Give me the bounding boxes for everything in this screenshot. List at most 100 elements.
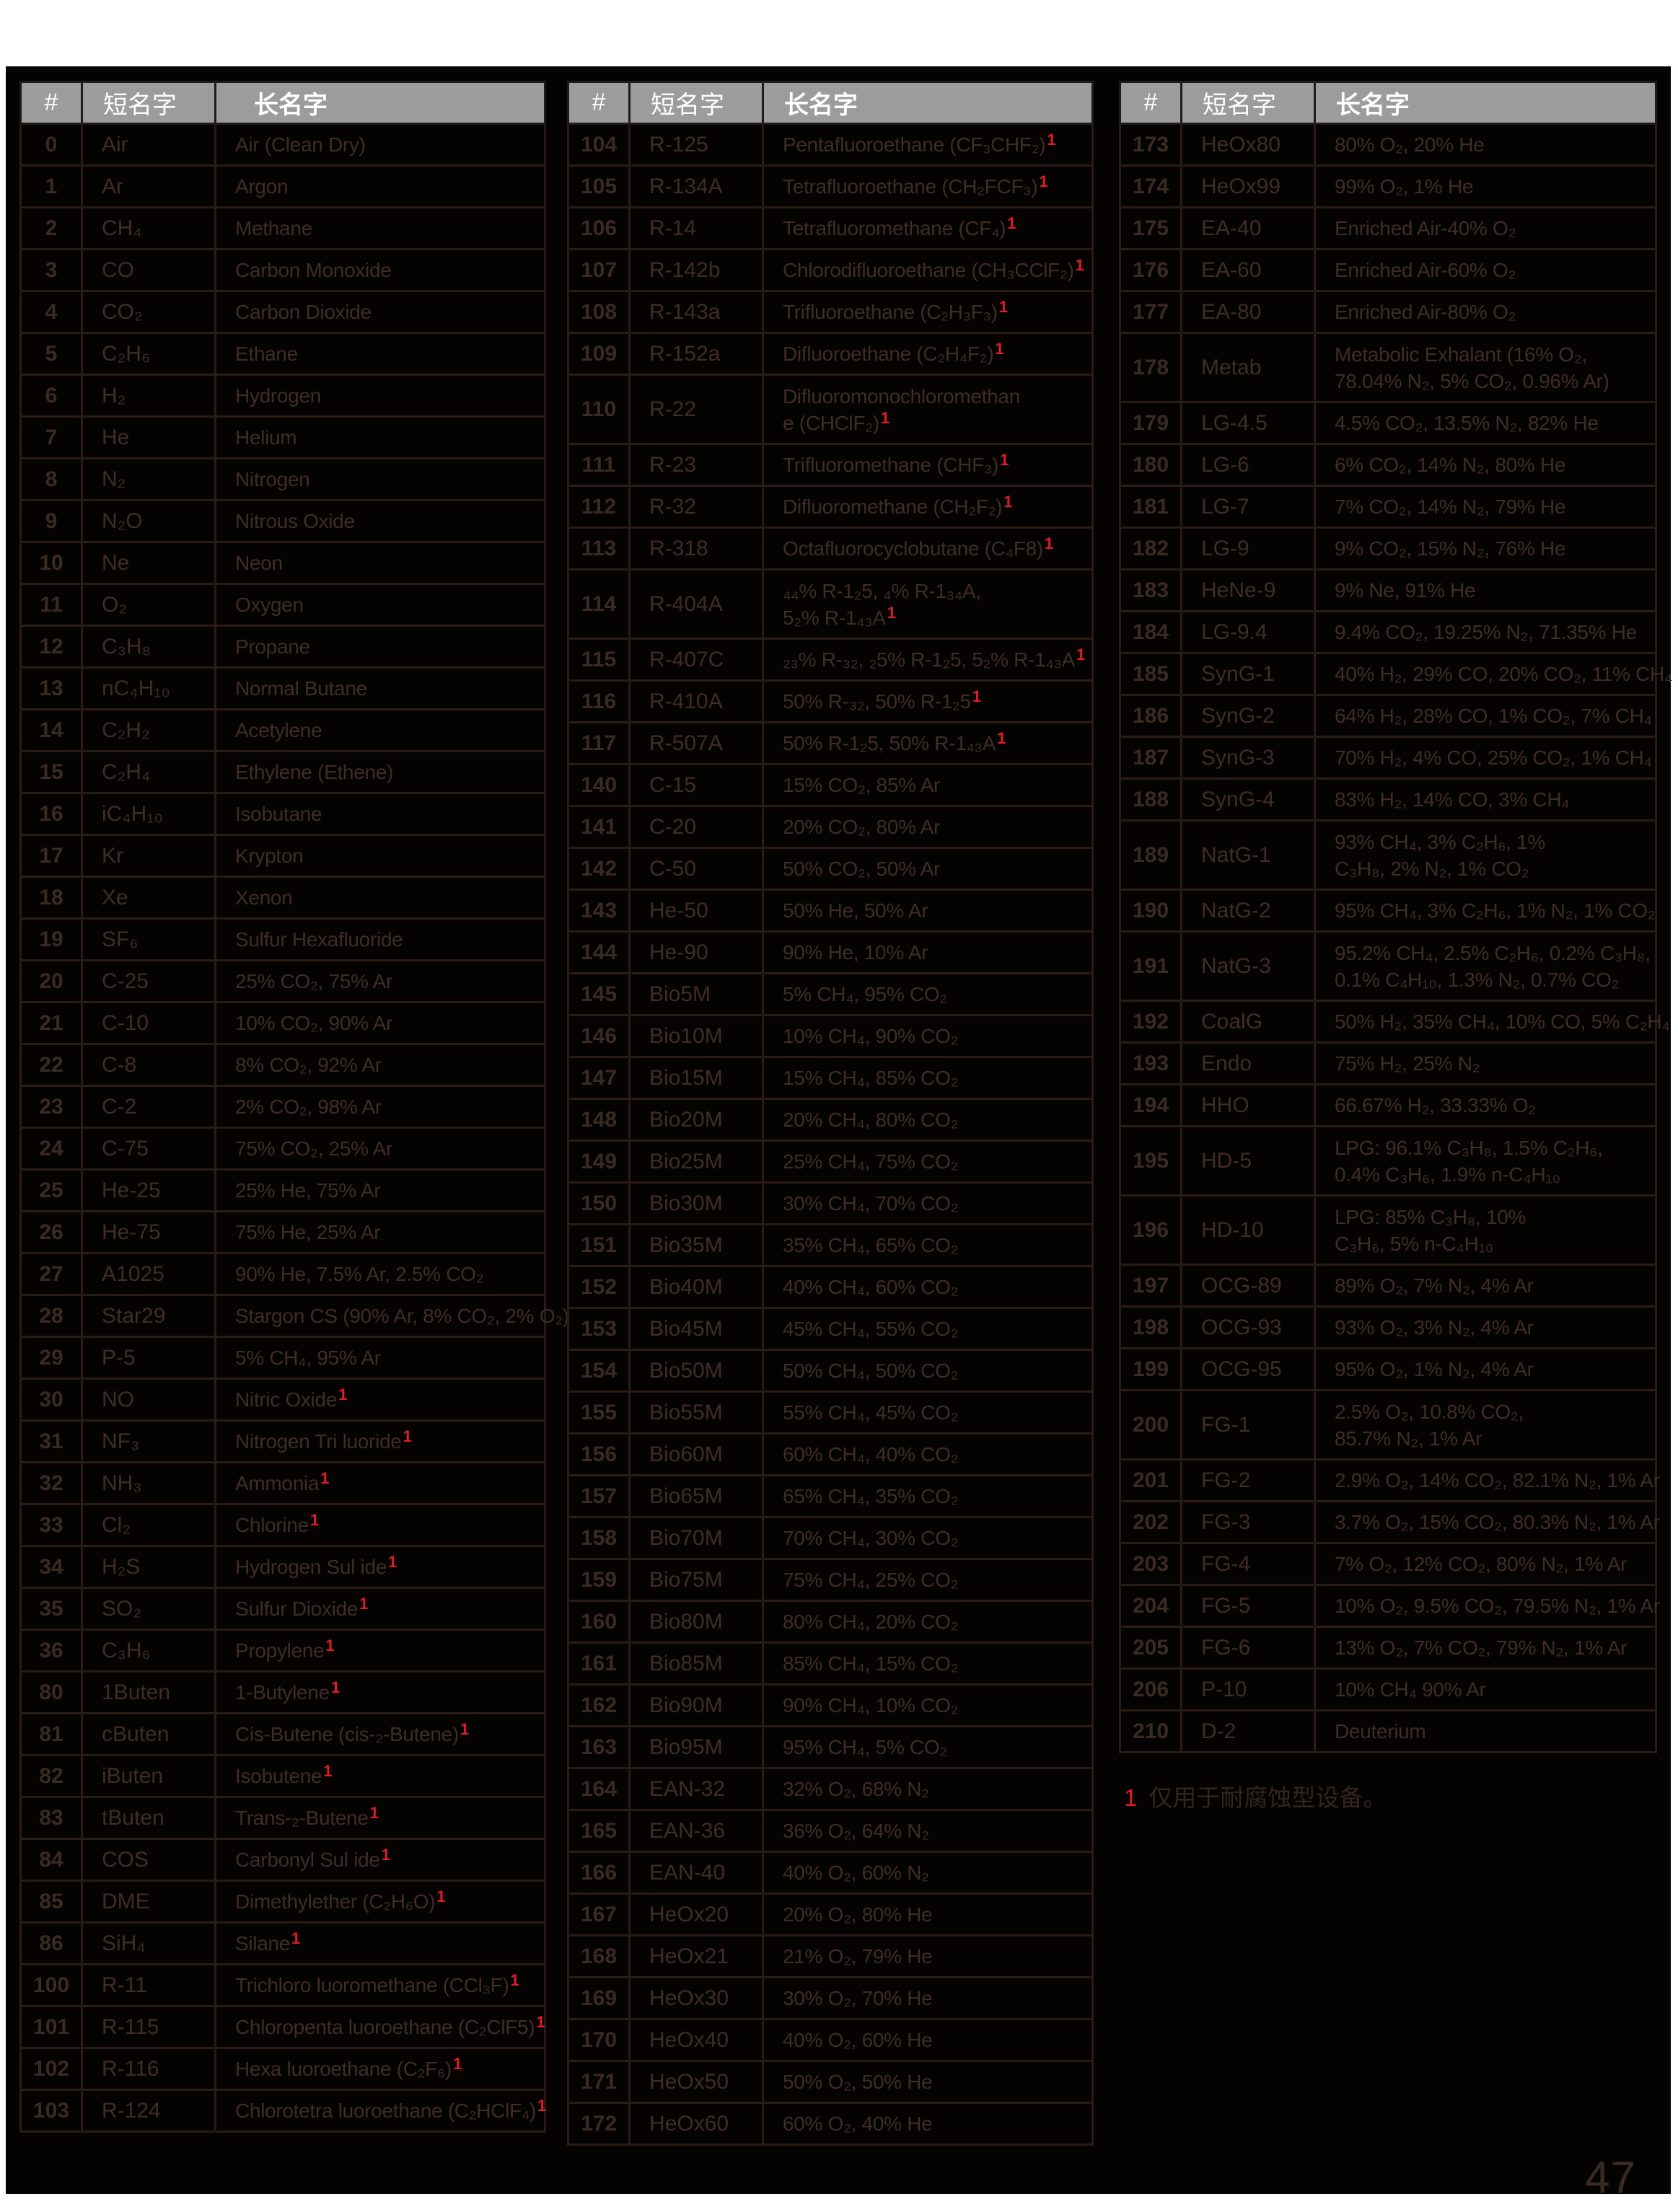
row-number-cell: 158 — [567, 1516, 631, 1560]
table-row: 22 C-8 8% CO₂, 92% Ar — [19, 1043, 546, 1087]
footnote-ref-icon: 1 — [309, 1511, 319, 1529]
row-number-cell: 0 — [19, 123, 83, 167]
long-name-cell: Trans-₂-Butene1 — [214, 1796, 546, 1840]
footnote: 1 仅用于耐腐蚀型设备。 — [1124, 1779, 1387, 1813]
long-name-cell: 60% CH₄, 40% CO₂ — [762, 1432, 1094, 1476]
long-name-cell: Sulfur Hexafluoride — [214, 917, 546, 961]
row-number-cell: 22 — [19, 1043, 83, 1087]
long-name-cell: Tetrafluoromethane (CF₄)1 — [762, 206, 1094, 250]
table-row: 25 He-25 25% He, 75% Ar — [19, 1168, 546, 1212]
short-name-cell: He — [81, 415, 216, 459]
row-number-cell: 109 — [567, 332, 631, 376]
short-name-cell: Bio40M — [628, 1265, 764, 1309]
table-row: 7 He Helium — [19, 415, 546, 459]
row-number-cell: 173 — [1119, 123, 1182, 167]
long-name-cell: 55% CH₄, 45% CO₂ — [762, 1391, 1094, 1435]
short-name-cell: LG-6 — [1180, 443, 1316, 487]
table-row: 85 DME Dimethylether (C₂H₆O)1 — [19, 1880, 546, 1924]
short-name-cell: 1Buten — [81, 1670, 216, 1714]
footnote-ref-icon: 1 — [291, 1929, 300, 1947]
row-number-cell: 1 — [19, 164, 83, 208]
long-name-cell: Hydrogen — [214, 374, 546, 418]
short-name-cell: Bio10M — [628, 1014, 764, 1058]
short-name-cell: NO — [81, 1378, 216, 1422]
table-row: 189 NatG-1 93% CH₄, 3% C₂H₆, 1% C₃H₈, 2% N₂… — [1119, 819, 1657, 891]
long-name-cell: 15% CO₂, 85% Ar — [762, 763, 1094, 807]
table-row: 168 HeOx21 21% O₂, 79% He — [567, 1934, 1094, 1978]
table-row: 201 FG-2 2.9% O₂, 14% CO₂, 82.1% N₂, 1% Ar — [1119, 1458, 1660, 1502]
table-row: 8 N₂ Nitrogen — [19, 457, 546, 501]
short-name-cell: tButen — [81, 1796, 216, 1840]
row-number-cell: 9 — [19, 499, 83, 543]
long-name-cell: 50% CH₄, 50% CO₂ — [762, 1349, 1094, 1393]
short-name-cell: EA-60 — [1180, 248, 1316, 292]
table-row: 191 NatG-3 95.2% CH₄, 2.5% C₂H₆, 0.2% C₃H₈… — [1119, 930, 1657, 1002]
long-name-cell: 2.5% O₂, 10.8% CO₂, 85.7% N₂, 1% Ar — [1314, 1389, 1657, 1460]
long-name-cell: Propane — [214, 625, 546, 669]
long-name-cell: 85% CH₄, 15% CO₂ — [762, 1642, 1094, 1686]
row-number-cell: 23 — [19, 1085, 83, 1129]
footnote-ref-icon: 1 — [1007, 214, 1016, 232]
short-name-cell: NatG-2 — [1180, 889, 1316, 933]
long-name-cell: Nitric Oxide1 — [214, 1378, 546, 1422]
row-number-cell: 191 — [1119, 930, 1182, 1002]
table-row: 20 C-25 25% CO₂, 75% Ar — [19, 959, 546, 1003]
footnote-ref-icon: 1 — [536, 2013, 545, 2031]
table-header-row: # 短名字 长名字 — [1119, 81, 1657, 125]
table-row: 187 SynG-3 70% H₂, 4% CO, 25% CO₂, 1% CH₄ — [1119, 736, 1657, 780]
long-name-cell: 3.7% O₂, 15% CO₂, 80.3% N₂, 1% Ar — [1314, 1500, 1660, 1544]
long-name-cell: Ammonia1 — [214, 1461, 546, 1505]
row-number-cell: 195 — [1119, 1125, 1182, 1197]
long-name-cell: 20% O₂, 80% He — [762, 1892, 1094, 1936]
short-name-cell: Bio85M — [628, 1642, 764, 1686]
row-number-cell: 101 — [19, 2005, 83, 2049]
table-row: 164 EAN-32 32% O₂, 68% N₂ — [567, 1767, 1094, 1811]
row-number-cell: 141 — [567, 805, 631, 849]
row-number-cell: 153 — [567, 1307, 631, 1351]
long-name-cell: 32% O₂, 68% N₂ — [762, 1767, 1094, 1811]
table-row: 142 C-50 50% CO₂, 50% Ar — [567, 847, 1094, 891]
short-name-cell: EA-40 — [1180, 206, 1316, 250]
table-row: 18 Xe Xenon — [19, 876, 546, 920]
table-row: 169 HeOx30 30% O₂, 70% He — [567, 1976, 1094, 2020]
long-name-cell: 50% H₂, 35% CH₄, 10% CO, 5% C₂H₄ — [1314, 1000, 1670, 1044]
gas-table-left: # 短名字 长名字 0 Air Air (Clean Dry) 1 Ar Argon 2 CH… — [19, 81, 569, 2133]
table-row: 83 tButen Trans-₂-Butene1 — [19, 1796, 546, 1840]
row-number-cell: 164 — [567, 1767, 631, 1811]
footnote-ref-icon: 1 — [436, 1887, 446, 1905]
row-number-cell: 86 — [19, 1921, 83, 1965]
long-name-cell: Sulfur Dioxide1 — [214, 1587, 546, 1631]
long-name-cell: Isobutane — [214, 792, 546, 836]
short-name-cell: SynG-1 — [1180, 652, 1316, 696]
long-name-cell: 6% CO₂, 14% N₂, 80% He — [1314, 443, 1657, 487]
row-number-cell: 194 — [1119, 1083, 1182, 1127]
row-number-cell: 174 — [1119, 164, 1182, 208]
table-row: 28 Star29 Stargon CS (90% Ar, 8% CO₂, 2% O… — [19, 1294, 569, 1338]
long-name-cell: 93% CH₄, 3% C₂H₆, 1% C₃H₈, 2% N₂, 1% CO₂ — [1314, 819, 1657, 891]
row-number-cell: 8 — [19, 457, 83, 501]
short-name-cell: R-32 — [628, 485, 764, 529]
short-name-cell: Bio25M — [628, 1140, 764, 1184]
long-name-cell: 66.67% H₂, 33.33% O₂ — [1314, 1083, 1657, 1127]
table-row: 210 D-2 Deuterium — [1119, 1709, 1657, 1753]
short-name-cell: EAN-40 — [628, 1851, 764, 1895]
short-name-cell: LG-7 — [1180, 485, 1316, 529]
long-name-cell: LPG: 96.1% C₃H₈, 1.5% C₂H₆, 0.4% C₃H₆, 1.… — [1314, 1125, 1657, 1197]
row-number-cell: 144 — [567, 930, 631, 974]
short-name-cell: Bio70M — [628, 1516, 764, 1560]
row-number-cell: 30 — [19, 1378, 83, 1422]
row-number-cell: 4 — [19, 290, 83, 334]
long-name-cell: 90% He, 10% Ar — [762, 930, 1094, 974]
table-row: 6 H₂ Hydrogen — [19, 374, 546, 418]
short-name-cell: C-15 — [628, 763, 764, 807]
long-name-cell: 36% O₂, 64% N₂ — [762, 1809, 1094, 1853]
long-name-cell: 20% CH₄, 80% CO₂ — [762, 1098, 1094, 1142]
short-name-cell: R-143a — [628, 290, 764, 334]
row-number-cell: 105 — [567, 164, 631, 208]
short-name-cell: cButen — [81, 1712, 216, 1756]
long-name-cell: 95.2% CH₄, 2.5% C₂H₆, 0.2% C₃H₈, 0.1% C₄H… — [1314, 930, 1657, 1002]
short-name-cell: R-124 — [81, 2089, 216, 2133]
table-row: 182 LG-9 9% CO₂, 15% N₂, 76% He — [1119, 526, 1657, 570]
short-name-cell: N₂ — [81, 457, 216, 501]
